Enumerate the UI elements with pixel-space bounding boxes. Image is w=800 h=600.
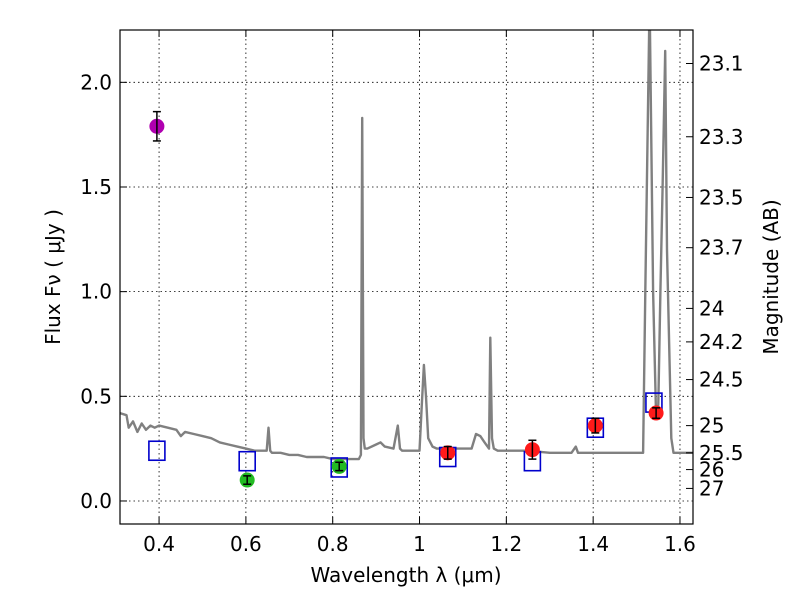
grid (120, 30, 693, 524)
y-tick-label: 2.0 (80, 70, 112, 94)
y-axis-label: Flux Fν ( μJy ) (41, 209, 65, 345)
model-photometry-square (330, 457, 349, 478)
y2-tick-label: 23.7 (699, 236, 744, 260)
x-axis-label: Wavelength λ (μm) (310, 563, 501, 587)
markers (148, 110, 664, 488)
y2-tick-label: 27 (699, 476, 724, 500)
x-tick-label: 1 (413, 532, 426, 556)
y2-tick-label: 23.5 (699, 185, 744, 209)
x-tick-label: 1.2 (490, 532, 522, 556)
y2-tick-label: 23.3 (699, 125, 744, 149)
y2-tick-label: 24 (699, 296, 724, 320)
y-tick-label: 1.0 (80, 280, 112, 304)
x-tick-label: 1.6 (664, 532, 696, 556)
y-tick-label: 0.5 (80, 384, 112, 408)
x-tick-label: 1.4 (577, 532, 609, 556)
y2-tick-label: 26 (699, 458, 724, 482)
plot-area (120, 30, 693, 461)
x-tick-label: 0.6 (230, 532, 262, 556)
model-photometry-square (148, 440, 166, 462)
y2-tick-label: 23.1 (699, 51, 744, 75)
y-tick-label: 1.5 (80, 175, 112, 199)
x-tick-label: 0.4 (143, 532, 175, 556)
y2-tick-label: 24.5 (699, 368, 744, 392)
axes: 0.4 0.6 0.8 1 1.2 1.4 1.6 0.0 0.5 1.0 1.5 2.0 23.1 23… (80, 30, 744, 556)
y-tick-label: 0.0 (80, 489, 112, 513)
plot-frame (119, 29, 694, 525)
x-tick-label: 0.8 (317, 532, 349, 556)
spectrum-line (120, 30, 693, 461)
y2-tick-label: 25.5 (699, 441, 744, 465)
y2-tick-label: 24.2 (699, 330, 744, 354)
y2-tick-label: 25 (699, 414, 724, 438)
model-photometry-square (238, 450, 256, 472)
y2-axis-label: Magnitude (AB) (759, 199, 783, 354)
